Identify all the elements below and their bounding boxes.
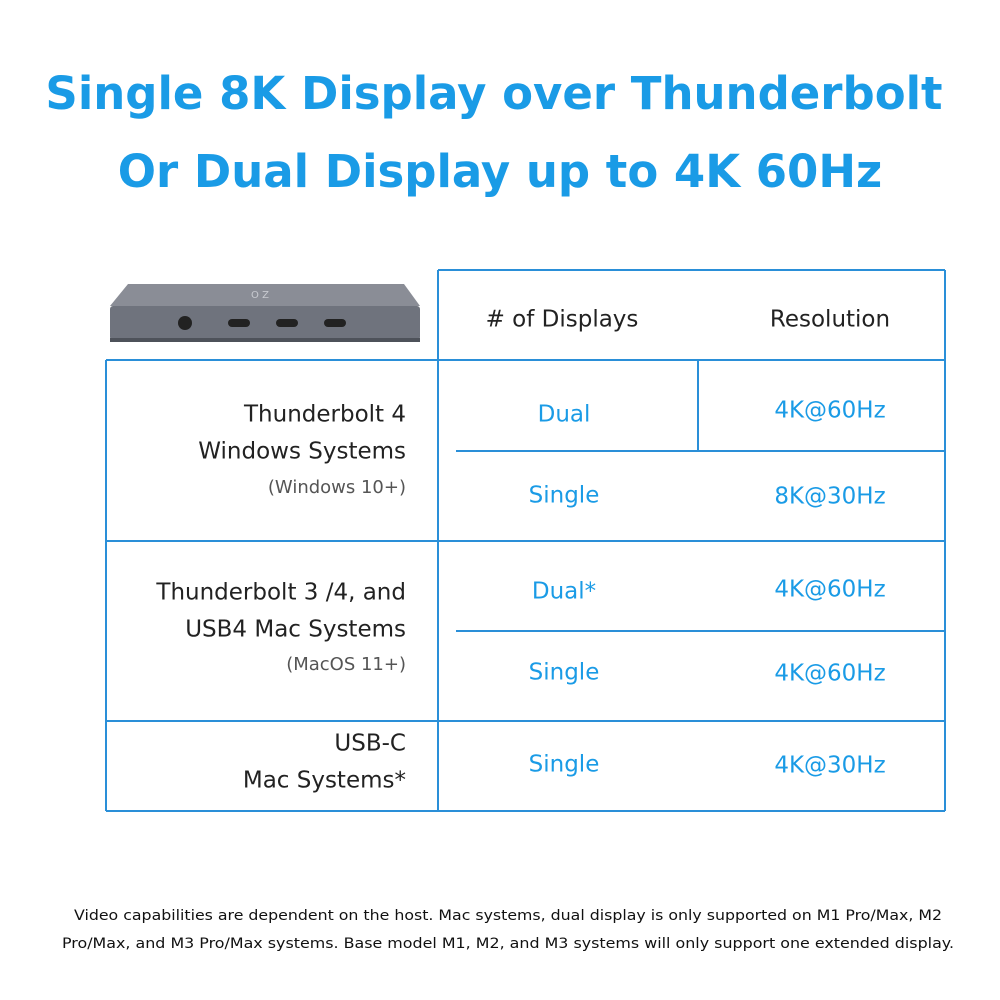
system-label: USB4 Mac Systems [185,617,406,643]
dock-image: O Z [110,284,420,342]
displays-cell: Single [529,752,600,778]
system-label: Mac Systems* [243,768,406,794]
system-note: (Windows 10+) [268,477,406,498]
system-label: USB-C [334,731,406,757]
displays-cell: Single [529,483,600,509]
title-line: Single 8K Display over Thunderbolt [45,67,942,120]
footnote: Pro/Max, and M3 Pro/Max systems. Base mo… [62,936,954,952]
system-label: Thunderbolt 3 /4, and [155,580,406,606]
footnote: Video capabilities are dependent on the … [74,908,942,924]
resolution-cell: 8K@30Hz [774,484,885,510]
column-header: Resolution [770,307,890,333]
system-label: Thunderbolt 4 [243,402,406,428]
displays-cell: Dual [538,402,591,428]
system-label: Windows Systems [198,439,406,465]
resolution-cell: 4K@30Hz [774,753,885,779]
column-header: # of Displays [486,307,639,333]
svg-text:O Z: O Z [251,290,269,301]
title-line: Or Dual Display up to 4K 60Hz [118,145,882,198]
resolution-cell: 4K@60Hz [774,398,885,424]
system-note: (MacOS 11+) [286,654,406,675]
table-lines [105,269,946,812]
displays-cell: Single [529,660,600,686]
resolution-cell: 4K@60Hz [774,661,885,687]
displays-cell: Dual* [532,579,596,605]
resolution-cell: 4K@60Hz [774,577,885,603]
